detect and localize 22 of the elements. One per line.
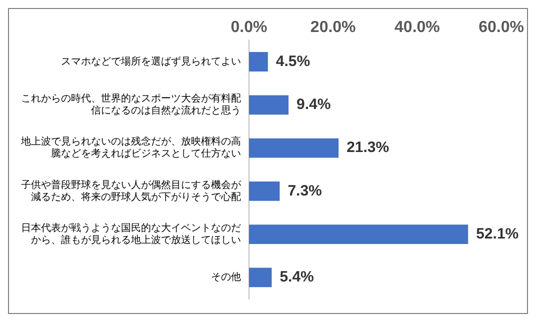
bar	[249, 52, 268, 72]
data-label: 4.5%	[276, 52, 310, 70]
data-label: 21.3%	[346, 139, 390, 156]
x-tick-label: 0.0%	[230, 19, 268, 36]
y-tick-label: スマホなどで場所を選ばず見られてよい	[61, 55, 241, 68]
x-tick-label: 20.0%	[310, 19, 356, 36]
y-tick-label: これからの時代、世界的なスポーツ大会が有料配信になるのは自然な流れだと思う	[21, 92, 241, 116]
data-label: 9.4%	[296, 96, 331, 114]
x-tick-label: 60.0%	[478, 19, 524, 36]
y-tick-label: その他	[211, 271, 241, 284]
bar	[249, 95, 289, 115]
data-label: 7.3%	[288, 182, 322, 200]
bar	[249, 181, 280, 201]
y-tick-label: 子供や普段野球を見ない人が偶然目にする機会が減るため、将来の野球人気が下がりそうで心配	[21, 178, 242, 203]
x-tick-label: 40.0%	[394, 19, 440, 36]
y-tick-label: 日本代表が戦うような国民的な大イベントなのだから、誰もが見られる地上波で放送してほしい	[21, 222, 241, 246]
data-label: 5.4%	[280, 268, 314, 286]
data-label: 52.1%	[476, 225, 519, 242]
bar	[249, 224, 468, 244]
y-tick-label: 地上波で見られないのは残念だが、放映権料の高騰などを考えればビジネスとして仕方ない	[20, 136, 241, 160]
bar	[249, 268, 272, 288]
bar	[249, 138, 339, 158]
